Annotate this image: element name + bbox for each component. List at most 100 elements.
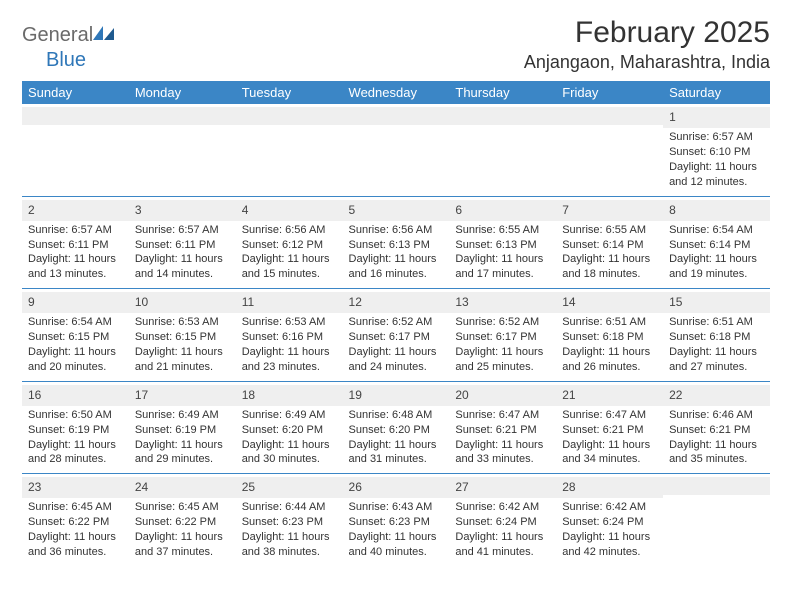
date-strip: 7	[556, 200, 663, 221]
sunset-line: Sunset: 6:21 PM	[669, 423, 764, 438]
date-strip: 27	[449, 477, 556, 498]
calendar-cell: 3Sunrise: 6:57 AMSunset: 6:11 PMDaylight…	[129, 196, 236, 289]
sunset-line: Sunset: 6:24 PM	[562, 515, 657, 530]
sunset-line: Sunset: 6:14 PM	[669, 238, 764, 253]
sunset-line: Sunset: 6:21 PM	[455, 423, 550, 438]
sunrise-line: Sunrise: 6:49 AM	[242, 408, 337, 423]
sunset-line: Sunset: 6:17 PM	[455, 330, 550, 345]
cell-body: Sunrise: 6:56 AMSunset: 6:12 PMDaylight:…	[242, 223, 337, 282]
weekday-header: Wednesday	[343, 81, 450, 104]
date-strip: 22	[663, 385, 770, 406]
calendar-cell: 22Sunrise: 6:46 AMSunset: 6:21 PMDayligh…	[663, 381, 770, 474]
cell-body: Sunrise: 6:55 AMSunset: 6:13 PMDaylight:…	[455, 223, 550, 282]
cell-body: Sunrise: 6:42 AMSunset: 6:24 PMDaylight:…	[562, 500, 657, 559]
calendar-cell: 8Sunrise: 6:54 AMSunset: 6:14 PMDaylight…	[663, 196, 770, 289]
date-strip: 16	[22, 385, 129, 406]
calendar-cell	[343, 104, 450, 196]
date-number: 26	[349, 479, 444, 495]
date-strip: 15	[663, 292, 770, 313]
calendar-cell: 2 Sunrise: 6:57 AMSunset: 6:11 PMDaylight…	[22, 196, 129, 289]
calendar-row: 9Sunrise: 6:54 AMSunset: 6:15 PMDaylight…	[22, 289, 770, 382]
logo-word-2: Blue	[46, 49, 86, 72]
daylight-line: Daylight: 11 hours and 38 minutes.	[242, 530, 337, 560]
cell-body: Sunrise: 6:44 AMSunset: 6:23 PMDaylight:…	[242, 500, 337, 559]
date-number: 24	[135, 479, 230, 495]
cell-body: Sunrise: 6:57 AMSunset: 6:11 PMDaylight:…	[28, 223, 123, 282]
daylight-line: Daylight: 11 hours and 42 minutes.	[562, 530, 657, 560]
calendar-page: General February 2025 Anjangaon, Maharas…	[0, 0, 792, 576]
cell-body: Sunrise: 6:56 AMSunset: 6:13 PMDaylight:…	[349, 223, 444, 282]
date-number: 7	[562, 202, 657, 218]
calendar-cell: 7Sunrise: 6:55 AMSunset: 6:14 PMDaylight…	[556, 196, 663, 289]
daylight-line: Daylight: 11 hours and 17 minutes.	[455, 252, 550, 282]
sunset-line: Sunset: 6:16 PM	[242, 330, 337, 345]
calendar-cell	[22, 104, 129, 196]
sunset-line: Sunset: 6:12 PM	[242, 238, 337, 253]
daylight-line: Daylight: 11 hours and 33 minutes.	[455, 438, 550, 468]
date-strip-empty	[343, 107, 450, 125]
daylight-line: Daylight: 11 hours and 28 minutes.	[28, 438, 123, 468]
calendar-row: 2 Sunrise: 6:57 AMSunset: 6:11 PMDaylight…	[22, 196, 770, 289]
calendar-cell: 10Sunrise: 6:53 AMSunset: 6:15 PMDayligh…	[129, 289, 236, 382]
calendar-cell: 24Sunrise: 6:45 AMSunset: 6:22 PMDayligh…	[129, 474, 236, 566]
daylight-line: Daylight: 11 hours and 26 minutes.	[562, 345, 657, 375]
sunset-line: Sunset: 6:18 PM	[562, 330, 657, 345]
sunrise-line: Sunrise: 6:54 AM	[669, 223, 764, 238]
sunrise-line: Sunrise: 6:55 AM	[562, 223, 657, 238]
daylight-line: Daylight: 11 hours and 25 minutes.	[455, 345, 550, 375]
date-strip-empty	[663, 477, 770, 495]
date-number: 5	[349, 202, 444, 218]
sunrise-line: Sunrise: 6:53 AM	[135, 315, 230, 330]
date-strip-empty	[129, 107, 236, 125]
date-number: 20	[455, 387, 550, 403]
sunrise-line: Sunrise: 6:48 AM	[349, 408, 444, 423]
calendar-cell	[663, 474, 770, 566]
cell-body: Sunrise: 6:52 AMSunset: 6:17 PMDaylight:…	[455, 315, 550, 374]
calendar-cell: 12Sunrise: 6:52 AMSunset: 6:17 PMDayligh…	[343, 289, 450, 382]
sunrise-line: Sunrise: 6:54 AM	[28, 315, 123, 330]
sunrise-line: Sunrise: 6:49 AM	[135, 408, 230, 423]
calendar-cell: 16Sunrise: 6:50 AMSunset: 6:19 PMDayligh…	[22, 381, 129, 474]
cell-body: Sunrise: 6:48 AMSunset: 6:20 PMDaylight:…	[349, 408, 444, 467]
calendar-cell: 27Sunrise: 6:42 AMSunset: 6:24 PMDayligh…	[449, 474, 556, 566]
sunset-line: Sunset: 6:13 PM	[349, 238, 444, 253]
daylight-line: Daylight: 11 hours and 16 minutes.	[349, 252, 444, 282]
date-number: 25	[242, 479, 337, 495]
date-strip: 2	[22, 200, 129, 221]
date-strip: 25	[236, 477, 343, 498]
cell-body: Sunrise: 6:51 AMSunset: 6:18 PMDaylight:…	[669, 315, 764, 374]
cell-body: Sunrise: 6:54 AMSunset: 6:14 PMDaylight:…	[669, 223, 764, 282]
date-number: 14	[562, 294, 657, 310]
sunrise-line: Sunrise: 6:57 AM	[669, 130, 764, 145]
sunset-line: Sunset: 6:10 PM	[669, 145, 764, 160]
date-number: 19	[349, 387, 444, 403]
date-number: 16	[28, 387, 123, 403]
logo-sail-icon	[93, 24, 115, 47]
calendar-cell: 9Sunrise: 6:54 AMSunset: 6:15 PMDaylight…	[22, 289, 129, 382]
sunset-line: Sunset: 6:15 PM	[135, 330, 230, 345]
date-strip: 10	[129, 292, 236, 313]
date-number: 2	[28, 202, 123, 218]
date-number: 18	[242, 387, 337, 403]
sunset-line: Sunset: 6:11 PM	[28, 238, 123, 253]
calendar-row: 23Sunrise: 6:45 AMSunset: 6:22 PMDayligh…	[22, 474, 770, 566]
daylight-line: Daylight: 11 hours and 34 minutes.	[562, 438, 657, 468]
date-number: 21	[562, 387, 657, 403]
daylight-line: Daylight: 11 hours and 37 minutes.	[135, 530, 230, 560]
sunset-line: Sunset: 6:19 PM	[135, 423, 230, 438]
date-number: 6	[455, 202, 550, 218]
cell-body: Sunrise: 6:47 AMSunset: 6:21 PMDaylight:…	[455, 408, 550, 467]
date-strip: 20	[449, 385, 556, 406]
date-strip: 17	[129, 385, 236, 406]
sunset-line: Sunset: 6:22 PM	[28, 515, 123, 530]
sunset-line: Sunset: 6:23 PM	[349, 515, 444, 530]
sunrise-line: Sunrise: 6:51 AM	[669, 315, 764, 330]
daylight-line: Daylight: 11 hours and 29 minutes.	[135, 438, 230, 468]
sunset-line: Sunset: 6:14 PM	[562, 238, 657, 253]
daylight-line: Daylight: 11 hours and 20 minutes.	[28, 345, 123, 375]
sunset-line: Sunset: 6:18 PM	[669, 330, 764, 345]
date-number: 11	[242, 294, 337, 310]
cell-body: Sunrise: 6:57 AMSunset: 6:10 PMDaylight:…	[669, 130, 764, 189]
daylight-line: Daylight: 11 hours and 35 minutes.	[669, 438, 764, 468]
daylight-line: Daylight: 11 hours and 23 minutes.	[242, 345, 337, 375]
